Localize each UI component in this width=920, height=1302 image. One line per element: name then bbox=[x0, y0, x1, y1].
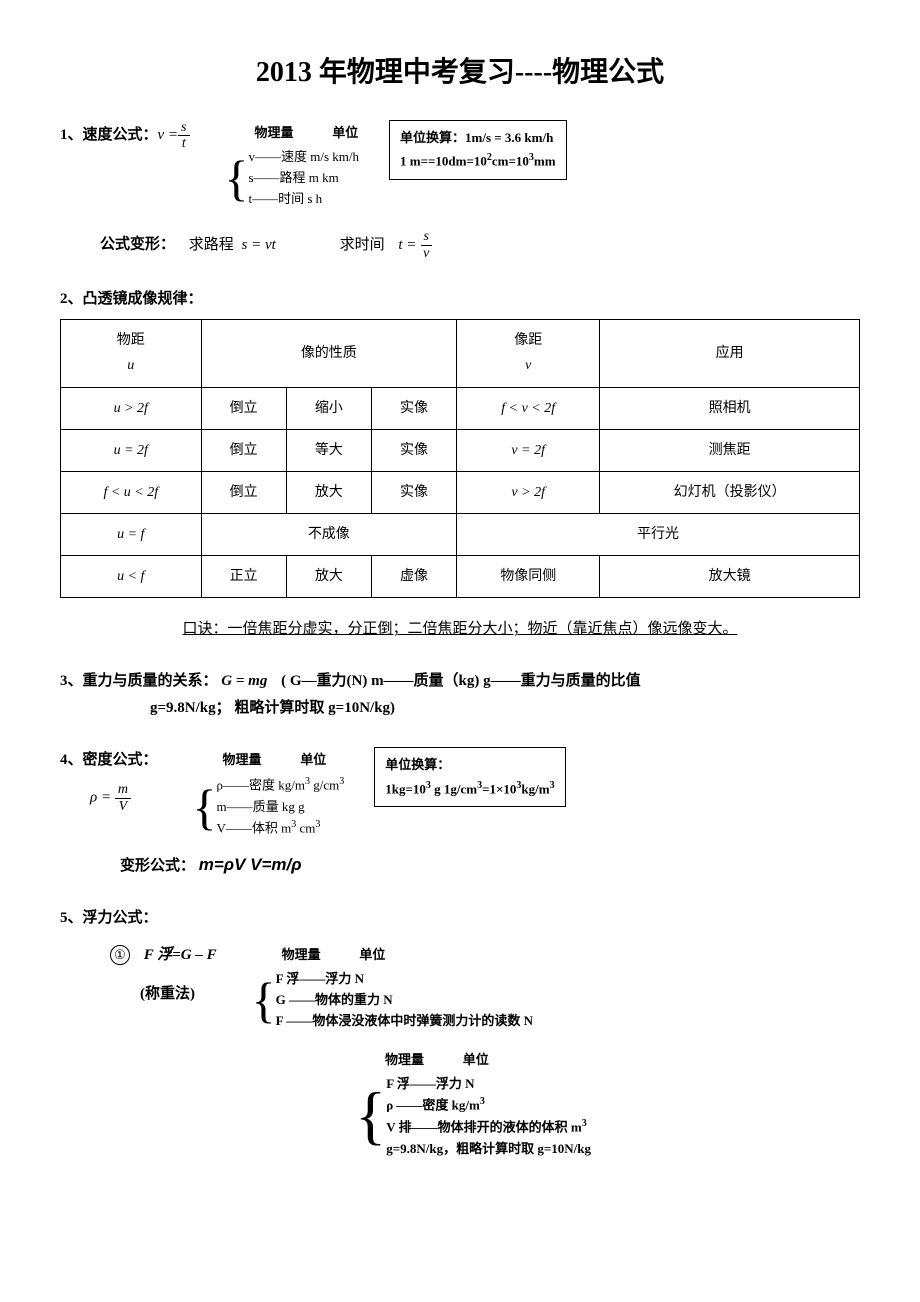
frac-den: t bbox=[179, 136, 189, 151]
box-line: 单位换算：1m/s = 3.6 km/h bbox=[400, 127, 556, 149]
cell: u < f bbox=[61, 556, 202, 598]
brace-row: s——路程 m km bbox=[249, 168, 360, 189]
sec1-formula-lhs: v = bbox=[158, 122, 179, 149]
cell: u = f bbox=[61, 514, 202, 556]
variant-time-frac: s v bbox=[420, 229, 432, 261]
sec4-label: 4、密度公式： bbox=[60, 747, 158, 774]
brace-icon: { bbox=[225, 153, 249, 203]
brace-row: v——速度 m/s km/h bbox=[249, 147, 360, 168]
brace-row: t——时间 s h bbox=[249, 189, 360, 210]
sec2-label: 2、凸透镜成像规律： bbox=[60, 286, 860, 313]
cell: 幻灯机（投影仪） bbox=[600, 471, 860, 513]
mnemonic: 口诀：一倍焦距分虚实，分正倒；二倍焦距分大小；物近（靠近焦点）像远像变大。 bbox=[60, 616, 860, 643]
brace-row: ρ ——密度 kg/m3 bbox=[386, 1094, 591, 1116]
frac-num: s bbox=[178, 120, 189, 136]
cell: 虚像 bbox=[371, 556, 456, 598]
sub1-formula: F 浮=G – F bbox=[144, 947, 217, 963]
brace-row: ρ——密度 kg/m3 g/cm3 bbox=[217, 774, 345, 796]
variant-distance: 求路程 bbox=[189, 237, 234, 253]
sec3-label: 3、重力与质量的关系： bbox=[60, 673, 218, 689]
cell: 平行光 bbox=[457, 514, 860, 556]
section-buoyancy: 5、浮力公式： ① F 浮=G – F (称重法) 物理量 单位 { F 浮——… bbox=[60, 905, 860, 1159]
sec5-brace-block-2: 物理量 单位 { F 浮——浮力 N ρ ——密度 kg/m3 V 排——物体排… bbox=[350, 1047, 860, 1160]
sec4-formula-lhs: ρ = bbox=[90, 790, 111, 806]
box-line: 1kg=103 g 1g/cm3=1×103kg/m3 bbox=[385, 777, 554, 800]
cell: 测焦距 bbox=[600, 429, 860, 471]
cell: 放大 bbox=[286, 556, 371, 598]
header-qty: 物理量 bbox=[223, 752, 262, 767]
header-qty: 物理量 bbox=[282, 947, 321, 962]
cell: 实像 bbox=[371, 429, 456, 471]
cell: 倒立 bbox=[201, 387, 286, 429]
header-unit: 单位 bbox=[463, 1052, 489, 1067]
brace-row: F 浮——浮力 N bbox=[386, 1074, 591, 1095]
variant-time-lhs: t = bbox=[398, 237, 416, 253]
brace-icon: { bbox=[252, 975, 276, 1025]
box-line: 单位换算： bbox=[385, 754, 554, 776]
variant-label: 公式变形： bbox=[100, 237, 175, 253]
section-lens: 2、凸透镜成像规律： 物距u 像的性质 像距v 应用 u > 2f 倒立 缩小 … bbox=[60, 286, 860, 643]
brace-row: g=9.8N/kg，粗略计算时取 g=10N/kg bbox=[386, 1139, 591, 1160]
sec3-formula: G = mg bbox=[221, 673, 267, 689]
th-property: 像的性质 bbox=[201, 320, 456, 387]
brace-row: V——体积 m3 cm3 bbox=[217, 817, 345, 839]
sec3-desc1: ( G—重力(N) m——质量（kg) g——重力与质量的比值 bbox=[281, 673, 641, 689]
cell: 正立 bbox=[201, 556, 286, 598]
section-speed: 1、速度公式： v = s t 物理量 单位 { v——速度 m/s km/h … bbox=[60, 120, 860, 261]
th-v: 像距v bbox=[457, 320, 600, 387]
page-title: 2013 年物理中考复习----物理公式 bbox=[60, 50, 860, 90]
cell: u > 2f bbox=[61, 387, 202, 429]
brace-icon: { bbox=[355, 1084, 386, 1149]
cell: 放大镜 bbox=[600, 556, 860, 598]
cell: f < u < 2f bbox=[61, 471, 202, 513]
cell: 缩小 bbox=[286, 387, 371, 429]
circled-number-icon: ① bbox=[110, 945, 130, 965]
cell: 倒立 bbox=[201, 429, 286, 471]
sec4-brace-block: 物理量 单位 { ρ——密度 kg/m3 g/cm3 m——质量 kg g V—… bbox=[188, 747, 345, 839]
cell: 放大 bbox=[286, 471, 371, 513]
section-density: 4、密度公式： ρ = m V 物理量 单位 { ρ——密度 kg/m3 g/c… bbox=[60, 747, 860, 880]
th-app: 应用 bbox=[600, 320, 860, 387]
sec3-desc2: g=9.8N/kg； 粗略计算时取 g=10N/kg) bbox=[150, 695, 860, 722]
variant-label: 变形公式： bbox=[120, 858, 195, 874]
cell: 不成像 bbox=[201, 514, 456, 556]
brace-row: V 排——物体排开的液体的体积 m3 bbox=[386, 1116, 591, 1138]
header-unit: 单位 bbox=[359, 947, 385, 962]
lens-table: 物距u 像的性质 像距v 应用 u > 2f 倒立 缩小 实像 f < v < … bbox=[60, 319, 860, 598]
box-line: 1 m==10dm=102cm=103mm bbox=[400, 149, 556, 172]
th-u: 物距u bbox=[61, 320, 202, 387]
sec1-brace-block: 物理量 单位 { v——速度 m/s km/h s——路程 m km t——时间… bbox=[220, 120, 360, 209]
cell: 物像同侧 bbox=[457, 556, 600, 598]
cell: u = 2f bbox=[61, 429, 202, 471]
brace-row: F 浮——浮力 N bbox=[276, 969, 533, 990]
brace-row: m——质量 kg g bbox=[217, 797, 345, 818]
header-qty: 物理量 bbox=[385, 1052, 424, 1067]
cell: 倒立 bbox=[201, 471, 286, 513]
section-gravity: 3、重力与质量的关系： G = mg ( G—重力(N) m——质量（kg) g… bbox=[60, 668, 860, 722]
header-unit: 单位 bbox=[332, 125, 358, 140]
cell: v > 2f bbox=[457, 471, 600, 513]
sec4-fraction: m V bbox=[115, 782, 131, 814]
variant-time: 求时间 bbox=[340, 237, 385, 253]
variant-formula: m=ρV V=m/ρ bbox=[199, 855, 302, 874]
variant-distance-formula: s = vt bbox=[242, 237, 276, 253]
sec1-label: 1、速度公式： bbox=[60, 122, 158, 149]
brace-icon: { bbox=[193, 782, 217, 832]
sec5-label: 5、浮力公式： bbox=[60, 905, 860, 932]
unit-conversion-box: 单位换算： 1kg=103 g 1g/cm3=1×103kg/m3 bbox=[374, 747, 565, 807]
cell: 照相机 bbox=[600, 387, 860, 429]
header-qty: 物理量 bbox=[255, 125, 294, 140]
cell: 实像 bbox=[371, 471, 456, 513]
brace-row: G ——物体的重力 N bbox=[276, 990, 533, 1011]
brace-row: F ——物体浸没液体中时弹簧测力计的读数 N bbox=[276, 1011, 533, 1032]
cell: v = 2f bbox=[457, 429, 600, 471]
sec1-fraction: s t bbox=[178, 120, 189, 152]
sub1-method: (称重法) bbox=[140, 981, 217, 1008]
cell: f < v < 2f bbox=[457, 387, 600, 429]
header-unit: 单位 bbox=[300, 752, 326, 767]
sec5-brace-block-1: 物理量 单位 { F 浮——浮力 N G ——物体的重力 N F ——物体浸没液… bbox=[247, 942, 533, 1031]
cell: 等大 bbox=[286, 429, 371, 471]
unit-conversion-box: 单位换算：1m/s = 3.6 km/h 1 m==10dm=102cm=103… bbox=[389, 120, 567, 180]
cell: 实像 bbox=[371, 387, 456, 429]
